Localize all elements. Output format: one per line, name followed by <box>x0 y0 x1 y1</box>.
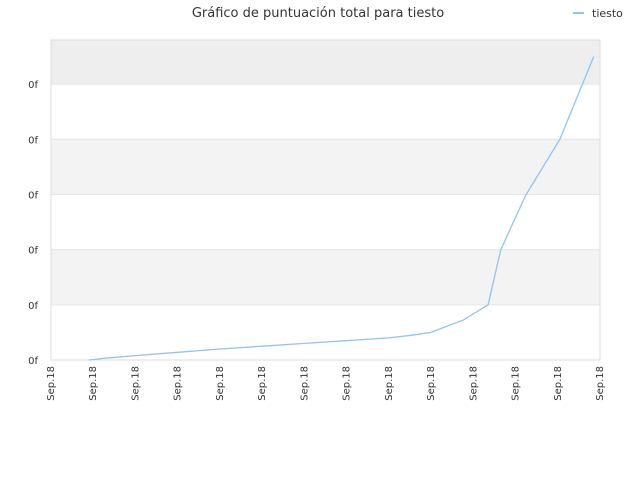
x-tick-label: Sep.18 <box>130 366 141 401</box>
x-tick-label: Sep.18 <box>173 366 184 401</box>
legend-label: tiesto <box>592 7 623 20</box>
x-tick-label: Sep.18 <box>511 366 522 401</box>
y-tick-label: 0f <box>28 301 38 312</box>
x-tick-label: Sep.18 <box>215 366 226 401</box>
x-tick-label: Sep.18 <box>46 366 57 401</box>
band <box>51 40 600 85</box>
y-axis-labels: 0f 0f 0f 0f 0f 0f <box>28 80 38 367</box>
y-tick-label: 0f <box>28 135 38 146</box>
series-lines <box>88 56 595 361</box>
x-tick-label: Sep.18 <box>553 366 564 401</box>
plot-border <box>50 39 601 361</box>
x-tick-label: Sep.18 <box>595 366 606 401</box>
x-tick-label: Sep.18 <box>468 366 479 401</box>
x-tick-label: Sep.18 <box>299 366 310 401</box>
series-line-tiesto <box>88 56 595 361</box>
band <box>51 249 600 305</box>
y-tick-label: 0f <box>28 190 38 201</box>
plot-area <box>51 40 600 360</box>
x-tick-label: Sep.18 <box>88 366 99 401</box>
x-tick-label: Sep.18 <box>342 366 353 401</box>
plot-background-bands <box>51 40 600 360</box>
gridlines <box>51 83 600 306</box>
x-tick-label: Sep.18 <box>426 366 437 401</box>
band <box>51 139 600 195</box>
y-tick-label: 0f <box>28 246 38 257</box>
x-axis-labels: Sep.18 Sep.18 Sep.18 Sep.18 Sep.18 Sep.18 Sep.… <box>46 366 606 401</box>
x-tick-label: Sep.18 <box>384 366 395 401</box>
legend: tiesto <box>573 7 623 20</box>
chart-title: Gráfico de puntuación total para tiesto <box>192 6 444 21</box>
y-tick-label: 0f <box>28 356 38 367</box>
y-tick-label: 0f <box>28 80 38 91</box>
x-tick-label: Sep.18 <box>257 366 268 401</box>
